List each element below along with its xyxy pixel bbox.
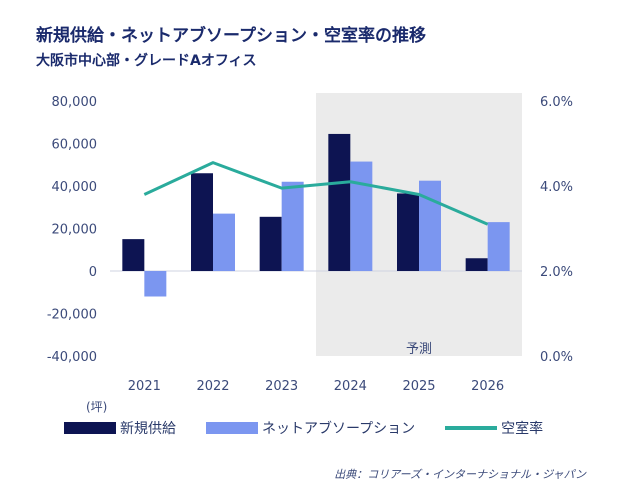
y-tick-label: 0 (89, 265, 97, 280)
legend-swatch-absorption (206, 422, 258, 434)
legend-swatch-vacancy (445, 426, 498, 430)
legend-label-absorption: ネットアブソープション (262, 421, 416, 437)
y-tick-label: -20,000 (47, 308, 97, 323)
y-tick-label: -40,000 (47, 350, 97, 365)
y2-tick-label: 4.0% (540, 180, 573, 195)
bar-absorption (350, 161, 373, 271)
line-vacancy (143, 161, 489, 226)
y-tick-label: 60,000 (52, 138, 98, 153)
bar-supply (191, 173, 213, 271)
forecast-label: 予測 (406, 342, 432, 357)
y-tick-label: 20,000 (52, 223, 98, 238)
bar-absorption (419, 180, 441, 271)
bar-supply (122, 239, 145, 271)
x-tick-label: 2023 (265, 379, 298, 394)
y-axis-unit-label: (坪) (86, 400, 108, 414)
bar-supply (397, 193, 419, 271)
y-tick-label: 80,000 (52, 95, 98, 110)
bar-absorption (281, 181, 304, 271)
y2-tick-label: 0.0% (540, 350, 573, 365)
legend-item-absorption: ネットアブソープション (206, 418, 415, 438)
bar-absorption (213, 213, 235, 271)
y2-tick-label: 6.0% (540, 95, 573, 110)
bar-absorption (487, 222, 510, 271)
x-tick-label: 2021 (128, 379, 161, 394)
legend-label-supply: 新規供給 (120, 421, 176, 437)
x-tick-label: 2025 (402, 379, 435, 394)
legend-swatch-supply (64, 422, 116, 434)
legend-label-vacancy: 空室率 (501, 421, 544, 437)
legend-item-vacancy: 空室率 (445, 418, 543, 438)
y-tick-label: 40,000 (52, 180, 98, 195)
bar-supply (465, 258, 488, 271)
bar-supply (259, 216, 282, 271)
bar-supply (328, 133, 351, 271)
y2-tick-label: 2.0% (540, 265, 573, 280)
x-tick-label: 2026 (471, 379, 504, 394)
legend-item-supply: 新規供給 (64, 418, 176, 438)
x-tick-label: 2024 (334, 379, 367, 394)
bar-absorption (144, 271, 167, 297)
chart-title: 新規供給・ネットアブソープション・空室率の推移 (36, 26, 426, 46)
chart-legend: 新規供給 ネットアブソープション 空室率 (64, 418, 573, 438)
chart-subtitle: 大阪市中心部・グレードAオフィス (36, 53, 257, 69)
x-tick-label: 2022 (196, 379, 229, 394)
source-note: 出典：コリアーズ・インターナショナル・ジャパン (334, 468, 586, 481)
